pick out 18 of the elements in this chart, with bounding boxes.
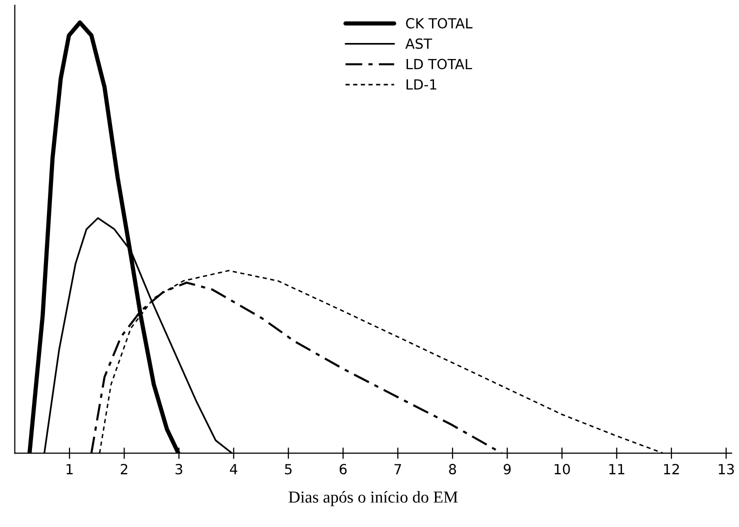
x-tick-label: 2	[120, 464, 128, 474]
legend-label: AST	[405, 38, 432, 49]
x-tick-label: 1	[66, 464, 73, 474]
x-tick-label: 3	[176, 464, 182, 474]
x-axis-title: Dias após o início do EM	[288, 490, 458, 506]
x-tick-label: 7	[394, 464, 402, 474]
x-tick-label: 12	[664, 464, 679, 474]
x-tick-label: 10	[554, 464, 570, 474]
x-tick-label: 4	[230, 464, 238, 474]
x-tick-label: 8	[449, 464, 456, 474]
x-tick-label: 9	[504, 464, 511, 474]
legend-label: CK TOTAL	[406, 18, 472, 29]
legend-label: LD TOTAL	[406, 58, 472, 70]
x-tick-label: 6	[340, 464, 347, 474]
x-tick-label: 13	[718, 464, 734, 474]
x-tick-label: 5	[285, 464, 292, 474]
legend-label: LD-1	[406, 79, 436, 90]
x-tick-label: 11	[609, 464, 624, 474]
